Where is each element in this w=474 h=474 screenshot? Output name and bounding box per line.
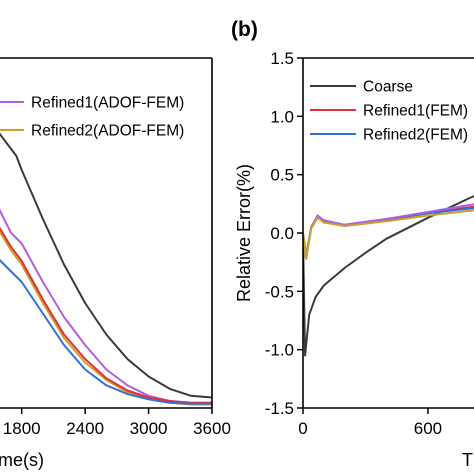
- y-tick-label: -0.5: [265, 282, 294, 301]
- y-tick-label: 1.0: [270, 107, 294, 126]
- legend-b: Coarse Refined1(FEM) Refined2(FEM): [310, 79, 468, 144]
- x-axis-title-a: me(s): [0, 450, 44, 470]
- series-line-b-unlabeled-4: [303, 209, 474, 260]
- series-line-b-refined1-fem: [303, 205, 474, 258]
- series-line-a-unlabeled-4: [0, 259, 212, 405]
- series-line-b-unlabeled-3: [303, 203, 474, 260]
- plot-area-a: [0, 132, 212, 406]
- y-tick-label: 1.5: [270, 49, 294, 68]
- x-tick-label: 600: [414, 419, 442, 438]
- legend-label-refined2-adof-fem: Refined2(ADOF-FEM): [31, 123, 184, 140]
- x-tick-label: 2400: [66, 419, 104, 438]
- y-tick-label: -1.0: [265, 341, 294, 360]
- series-line-a-unlabeled-3: [0, 226, 212, 404]
- series-line-a-unlabeled-0: [0, 132, 212, 399]
- x-tick-label: 1800: [3, 419, 41, 438]
- x-tick-label: 3000: [130, 419, 168, 438]
- x-ticks-a: 1800 2400 3000 3600: [3, 408, 231, 438]
- x-tick-label: 0: [298, 419, 307, 438]
- axis-ticks-b: 06001200-1.5-1.0-0.50.00.51.01.5: [265, 49, 442, 438]
- legend-a: Refined1(ADOF-FEM) Refined2(ADOF-FEM): [0, 95, 184, 140]
- panel-b: (b) 06001200-1.5-1.0-0.50.00.51.01.5 Coa…: [231, 18, 474, 470]
- y-tick-label: 0.5: [270, 166, 294, 185]
- panel-a: 1800 2400 3000 3600 Refined1(ADOF-FEM)Refin…: [0, 57, 231, 470]
- legend-label-coarse: Coarse: [363, 79, 413, 96]
- legend-label-refined1-adof-fem: Refined1(ADOF-FEM): [31, 95, 184, 112]
- panel-label-b: (b): [231, 18, 258, 41]
- x-tick-label: 3600: [193, 419, 231, 438]
- legend-label-refined2-fem: Refined2(FEM): [363, 127, 468, 144]
- series-line-b-refined2-fem: [303, 207, 474, 258]
- series-line-a-refined2-adof-fem: [0, 230, 212, 406]
- legend-label-refined1-fem: Refined1(FEM): [363, 103, 468, 120]
- plot-area-b: [303, 195, 474, 357]
- y-axis-title-b: Relative Error(%): [234, 164, 254, 302]
- x-axis-title-b: T: [462, 450, 473, 470]
- series-line-b-coarse: [303, 195, 474, 357]
- y-tick-label: 0.0: [270, 224, 294, 243]
- y-tick-label: -1.5: [265, 399, 294, 418]
